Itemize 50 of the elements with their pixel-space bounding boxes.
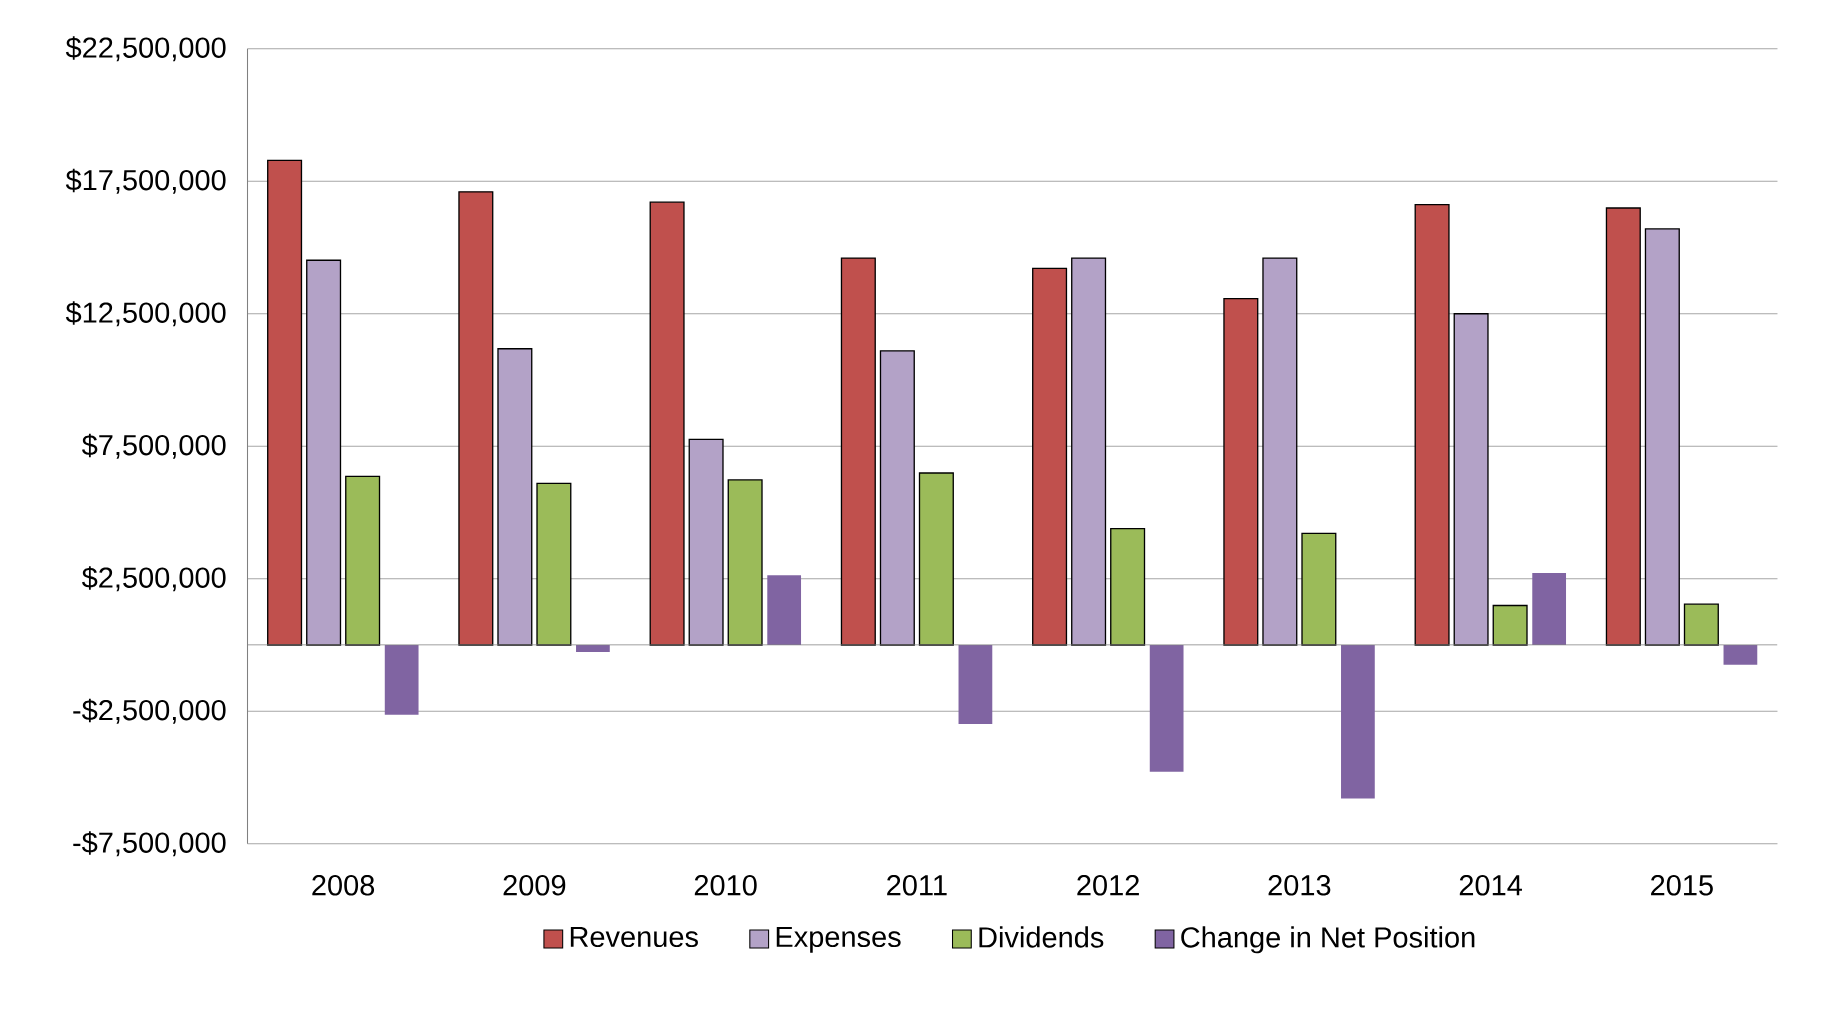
bar (1683, 603, 1719, 646)
legend-label: Dividends (979, 926, 1104, 948)
bar (1032, 267, 1068, 646)
bar (958, 645, 993, 725)
bar (1723, 645, 1758, 665)
x-tick-label: 2010 (694, 875, 757, 896)
y-tick-label: $12,500,000 (65, 301, 226, 327)
bar (1414, 204, 1450, 646)
bar (918, 472, 954, 646)
bar (1453, 313, 1489, 646)
bar (267, 159, 303, 646)
x-tick-label: 2009 (503, 875, 566, 896)
x-tick-label: 2011 (887, 875, 947, 896)
bar (1262, 257, 1298, 646)
bar (1605, 207, 1641, 646)
y-tick-label: $2,500,000 (81, 566, 226, 592)
y-tick-label: $7,500,000 (81, 433, 226, 459)
bar (767, 575, 802, 646)
x-tick-label: 2013 (1268, 875, 1331, 896)
bar (384, 645, 419, 715)
y-tick-label: -$7,500,000 (73, 831, 226, 857)
bar (1071, 257, 1107, 646)
bar (1149, 645, 1184, 772)
y-tick-label: -$2,500,000 (73, 698, 226, 724)
bar (1110, 528, 1146, 646)
bar (727, 479, 763, 646)
bar (1492, 604, 1528, 646)
bar (1532, 573, 1567, 646)
bar (345, 475, 381, 646)
bar (1301, 532, 1337, 646)
x-tick-label: 2012 (1077, 875, 1139, 896)
bar (840, 257, 876, 646)
bar (458, 191, 494, 646)
bar (1644, 228, 1680, 646)
legend-label: Expenses (776, 927, 901, 953)
bar (536, 482, 572, 646)
bar (879, 350, 915, 646)
bar (688, 438, 724, 646)
x-tick-label: 2008 (312, 875, 375, 896)
legend-label: Revenues (570, 927, 698, 948)
bar (649, 201, 685, 646)
x-tick-label: 2015 (1651, 875, 1713, 896)
bar (1223, 298, 1259, 646)
legend-label: Change in Net Position (1181, 926, 1475, 954)
y-tick-label: $22,500,000 (65, 36, 226, 62)
bar (306, 259, 342, 646)
bar (497, 348, 533, 646)
x-tick-label: 2014 (1459, 875, 1522, 896)
bar (1341, 645, 1375, 799)
y-tick-label: $17,500,000 (65, 168, 226, 194)
